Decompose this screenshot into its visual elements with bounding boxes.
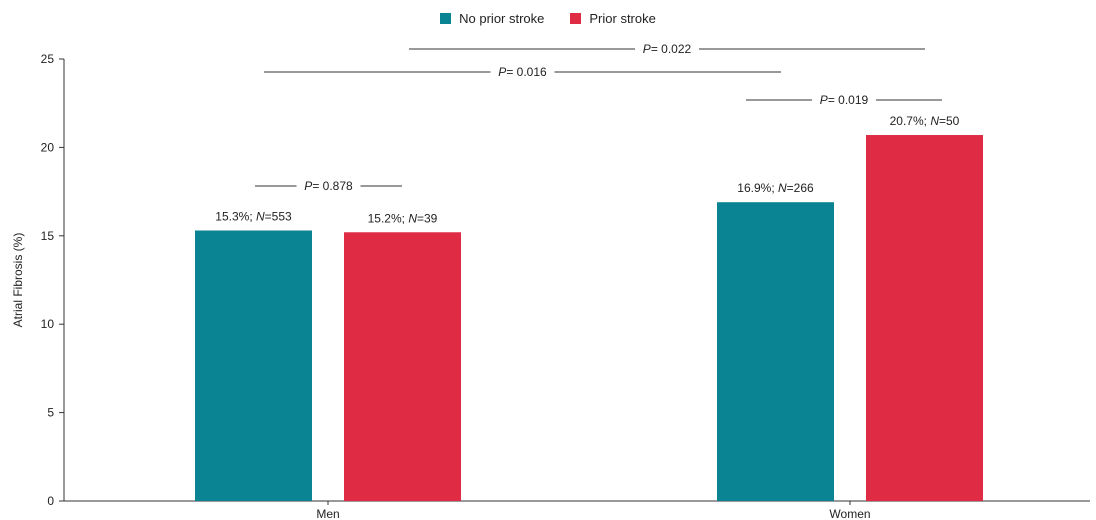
p-value-label: P= 0.878 bbox=[304, 179, 353, 193]
y-tick-label: 5 bbox=[47, 406, 54, 420]
data-label: 16.9%; N=266 bbox=[737, 181, 814, 195]
legend-item-prior-stroke: Prior stroke bbox=[570, 11, 656, 26]
legend-label-no-prior-stroke: No prior stroke bbox=[459, 11, 545, 26]
y-axis-label: Atrial Fibrosis (%) bbox=[11, 233, 25, 328]
data-label: 20.7%; N=50 bbox=[890, 114, 960, 128]
y-tick-label: 15 bbox=[41, 229, 55, 243]
bar-no-prior-stroke-women bbox=[717, 202, 834, 501]
x-tick-label-men: Men bbox=[316, 507, 339, 520]
legend: No prior stroke Prior stroke bbox=[0, 11, 1096, 26]
bar-prior-stroke-women bbox=[866, 135, 983, 502]
p-value-label: P= 0.016 bbox=[498, 65, 547, 79]
p-value-label: P= 0.022 bbox=[643, 42, 692, 56]
legend-label-prior-stroke: Prior stroke bbox=[589, 11, 656, 26]
x-tick-label-women: Women bbox=[829, 507, 870, 520]
data-label: 15.3%; N=553 bbox=[215, 209, 292, 223]
y-tick-label: 0 bbox=[47, 494, 54, 508]
legend-swatch-prior-stroke bbox=[570, 13, 582, 24]
y-tick-label: 10 bbox=[41, 317, 55, 331]
bar-prior-stroke-men bbox=[344, 232, 461, 501]
legend-item-no-prior-stroke: No prior stroke bbox=[440, 11, 544, 26]
bar-no-prior-stroke-men bbox=[195, 230, 312, 501]
y-tick-label: 25 bbox=[41, 52, 55, 66]
legend-swatch-no-prior-stroke bbox=[440, 13, 452, 24]
data-label: 15.2%; N=39 bbox=[368, 211, 438, 225]
p-value-label: P= 0.019 bbox=[820, 93, 869, 107]
y-tick-label: 20 bbox=[41, 140, 55, 154]
